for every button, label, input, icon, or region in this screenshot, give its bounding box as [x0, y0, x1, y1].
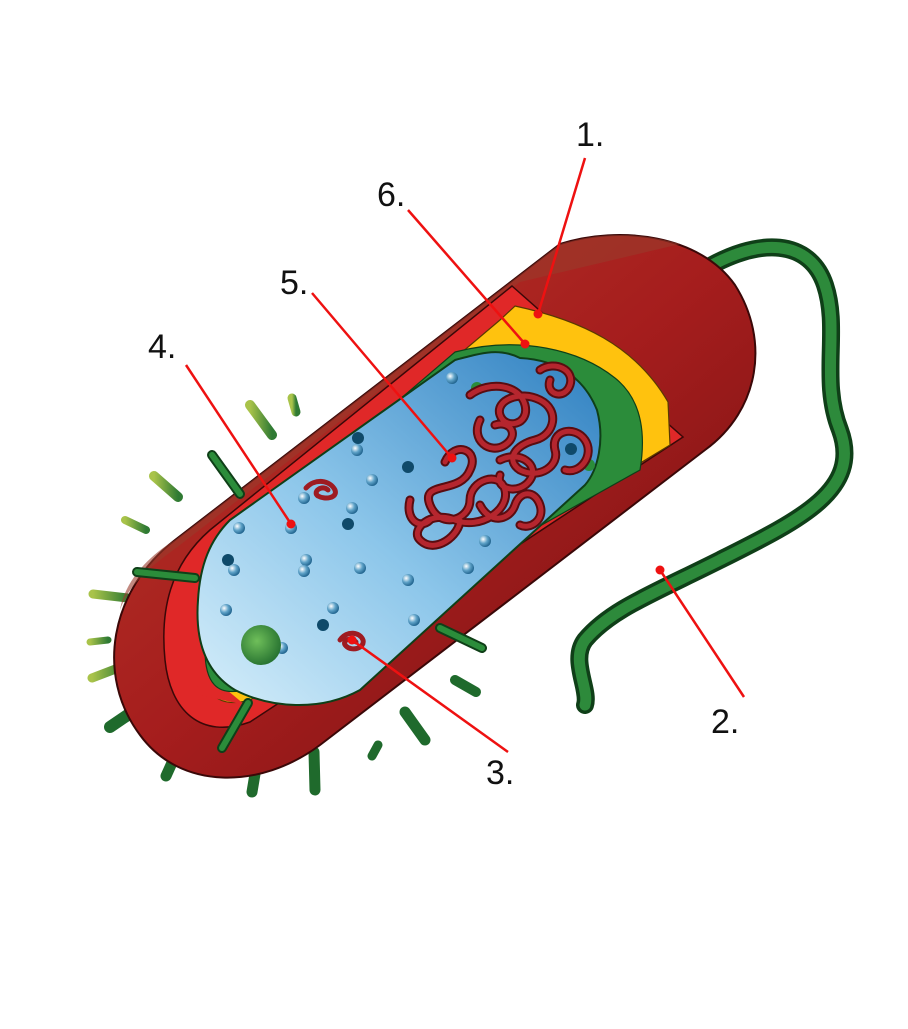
- leader-line-1: [536, 157, 587, 315]
- label-6: 6.: [377, 176, 405, 214]
- flagellum: [570, 238, 854, 714]
- storage-granule: [241, 625, 281, 665]
- leader-lines: [184, 157, 746, 754]
- leader-line-5: [311, 292, 453, 459]
- plasmids: [303, 479, 366, 652]
- cytoplasm: [196, 351, 602, 706]
- label-1: 1.: [576, 116, 604, 154]
- label-2: 2.: [711, 703, 739, 741]
- leader-line-3: [351, 638, 509, 754]
- label-4: 4.: [148, 328, 176, 366]
- label-5: 5.: [280, 264, 308, 302]
- leader-line-6: [407, 209, 526, 345]
- leader-line-4: [184, 364, 293, 525]
- nucleoid-dna: [404, 361, 593, 550]
- leader-line-2: [658, 569, 746, 698]
- leader-dots: [286, 309, 665, 645]
- pili-through-wall: [132, 450, 487, 753]
- label-3: 3.: [486, 754, 514, 792]
